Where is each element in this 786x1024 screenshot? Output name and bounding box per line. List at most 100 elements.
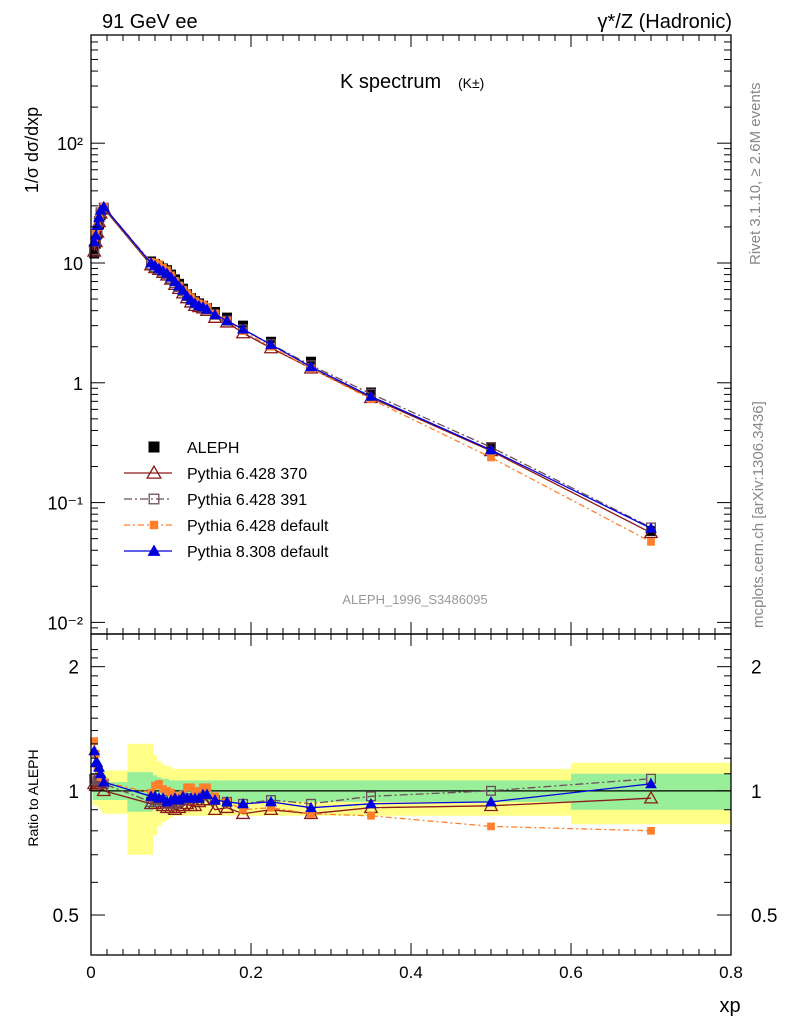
ratio-point [365, 797, 377, 809]
ratio-point [183, 783, 191, 792]
ratio-point [221, 796, 233, 807]
legend-label: Pythia 6.428 default [187, 518, 329, 535]
legend-marker [148, 493, 160, 505]
ratio-point [487, 822, 495, 831]
y-tick-label: 10 [63, 254, 83, 274]
data-point [91, 219, 104, 231]
data-point [237, 323, 249, 334]
series-0 [89, 204, 656, 536]
plot-title: K spectrum [340, 71, 441, 93]
data-point [201, 303, 213, 314]
data-point [305, 360, 317, 372]
ratio-point [94, 767, 107, 779]
ratio-point [305, 801, 317, 813]
y-tick-label: 10⁻² [47, 613, 83, 633]
data-point [221, 314, 233, 326]
ratio-point [187, 783, 195, 792]
ratio-point [207, 802, 223, 816]
x-axis-label: xp [719, 995, 740, 1017]
x-tick-label: 0.6 [559, 963, 583, 982]
ratio-point [265, 796, 277, 807]
x-tick-label: 0.4 [399, 963, 423, 982]
ratio-point [203, 783, 211, 792]
ratio-point [195, 786, 203, 795]
ratio-y-axis-label: Ratio to ALEPH [25, 749, 41, 846]
ratio-point [155, 779, 163, 788]
ratio-point [97, 776, 110, 787]
series-line [93, 206, 652, 529]
ratio-point [219, 800, 235, 814]
data-point [209, 308, 221, 320]
data-point [97, 200, 110, 212]
mcplots-label: mcplots.cern.ch [arXiv:1306.3436] [750, 401, 767, 628]
ratio-point [201, 788, 213, 799]
y-tick-label: 10² [57, 134, 83, 154]
ratio-point [163, 786, 171, 795]
series-3 [90, 202, 655, 546]
series-line [93, 205, 652, 529]
data-point [647, 538, 655, 546]
ratio-point [167, 788, 175, 797]
main-plot [86, 200, 659, 546]
series-4 [88, 200, 657, 533]
ratio-plot [86, 737, 732, 855]
main-y-axis-label: 1/σ dσ/dxp [22, 107, 42, 193]
ratio-point [645, 777, 657, 789]
x-tick-label: 0.2 [239, 963, 263, 982]
legend-marker [146, 464, 162, 479]
ratio-y-tick-label-right: 2 [751, 658, 762, 679]
ratio-point [191, 786, 199, 795]
ratio-y-tick-label-right: 1 [751, 782, 762, 803]
ratio-y-tick-label: 0.5 [53, 906, 79, 927]
header-left: 91 GeV ee [102, 11, 198, 33]
y-tick-label: 10⁻¹ [47, 494, 83, 514]
ratio-point [199, 783, 207, 792]
x-tick-label: 0 [86, 963, 95, 982]
ratio-point [90, 737, 99, 745]
ratio-point [643, 790, 659, 804]
data-point [265, 338, 277, 350]
ratio-point [307, 809, 315, 818]
ratio-point [367, 811, 375, 820]
legend-label: Pythia 6.428 391 [187, 492, 307, 509]
ratio-point [239, 805, 247, 814]
rivet-label: Rivet 3.1.10, ≥ 2.6M events [747, 83, 764, 266]
ratio-point [485, 796, 497, 807]
legend-label: Pythia 8.308 default [187, 544, 329, 561]
data-point [365, 390, 377, 401]
ratio-point [237, 797, 249, 809]
ratio-y-tick-label: 2 [68, 658, 79, 679]
y-tick-label: 1 [73, 374, 83, 394]
legend-label: ALEPH [187, 440, 239, 457]
ratio-point [93, 761, 105, 772]
frames: 0 0.2 0.4 0.6 0.8 10⁻² 10⁻¹ 1 10 10² 0.5 0.5 1 1 2 2 [47, 34, 777, 982]
ratio-point [209, 794, 221, 805]
series-2 [89, 202, 656, 533]
ratio-point [96, 783, 112, 797]
ratio-point [267, 803, 275, 812]
data-point [645, 522, 657, 533]
ratio-point [486, 785, 496, 796]
data-point [487, 453, 495, 462]
data-point [89, 229, 102, 240]
legend-label: Pythia 6.428 370 [187, 466, 307, 483]
ratio-series-3 [88, 744, 657, 813]
legend-marker [147, 544, 161, 556]
series-line [93, 205, 652, 543]
plot-title-suffix: (K±) [458, 75, 484, 91]
ratio-y-tick-label: 1 [68, 782, 79, 803]
header-right: γ*/Z (Hadronic) [598, 11, 732, 33]
ratio-y-tick-label-right: 0.5 [751, 906, 777, 927]
data-point [89, 248, 100, 259]
data-point [485, 444, 497, 455]
x-tick-label: 0.8 [719, 963, 743, 982]
ratio-point [647, 826, 655, 835]
ratio-point [163, 800, 179, 814]
analysis-label: ALEPH_1996_S3486095 [342, 592, 487, 607]
ratio-point [159, 785, 167, 793]
legend-marker [148, 441, 160, 453]
ratio-point [151, 781, 159, 790]
legend-marker [149, 520, 159, 530]
series-line [93, 207, 652, 534]
